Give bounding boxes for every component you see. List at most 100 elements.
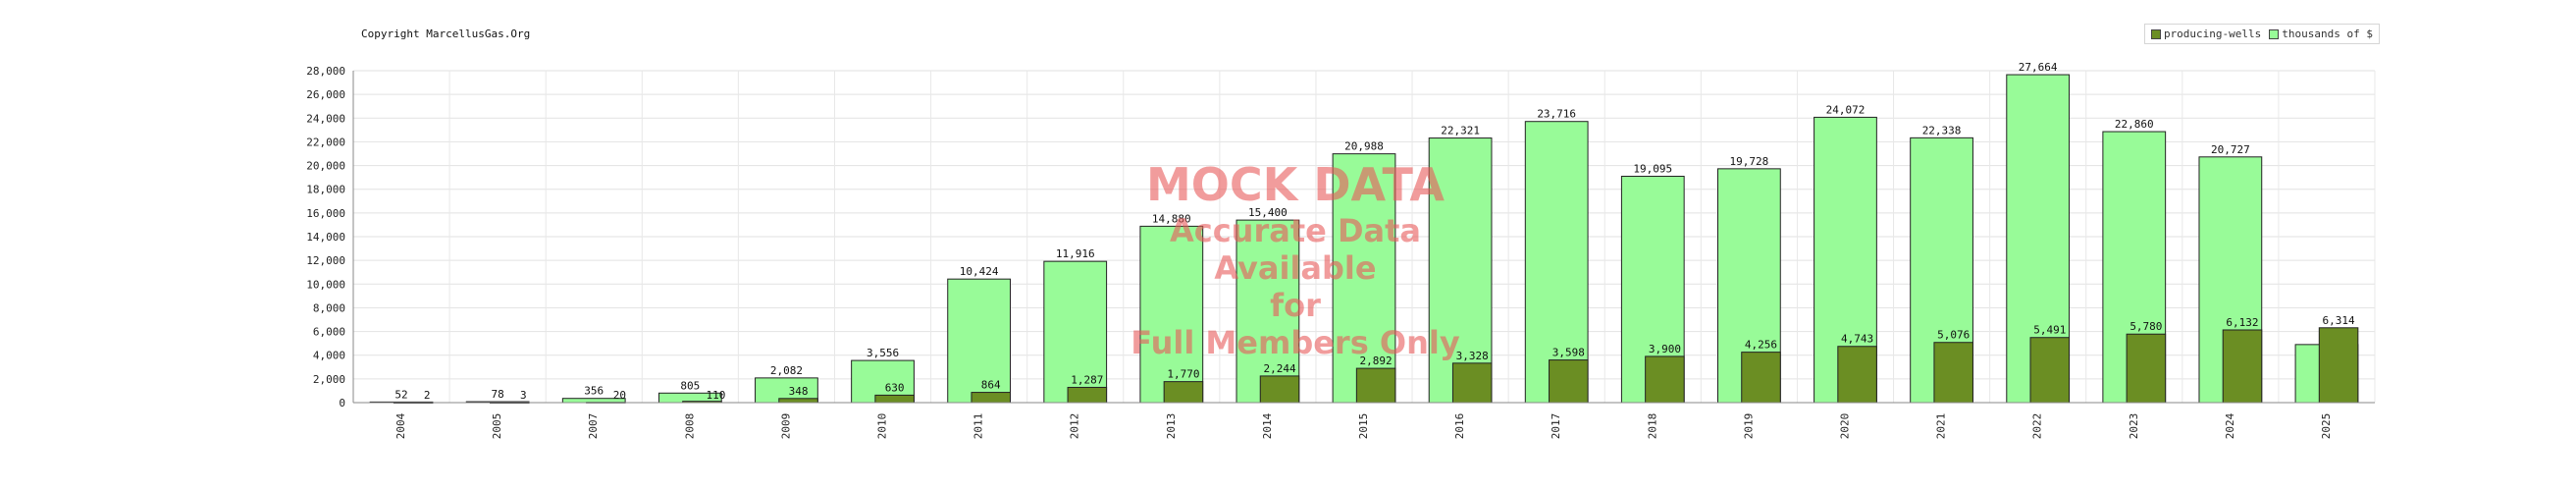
- bar-producing-wells[interactable]: [1259, 375, 1300, 404]
- bar-value-label-producing-wells: 2,892: [1360, 355, 1393, 367]
- x-tick-label: 2004: [394, 412, 407, 439]
- y-tick-label: 0: [339, 397, 345, 409]
- x-tick-label: 2023: [2128, 413, 2140, 440]
- x-tick-label: 2022: [2031, 413, 2044, 440]
- bar-value-label-thousands: 78: [492, 388, 504, 401]
- bar-value-label-thousands: 11,916: [1056, 247, 1095, 260]
- legend-label-producing-wells: producing-wells: [2163, 27, 2262, 40]
- bar-thousands[interactable]: [1524, 121, 1589, 404]
- bar-producing-wells[interactable]: [1067, 386, 1108, 404]
- x-tick-label: 2024: [2224, 412, 2236, 439]
- bar-value-label-producing-wells: 3: [520, 389, 527, 402]
- bar-value-label-producing-wells: 5,076: [1937, 329, 1970, 342]
- y-tick-label: 6,000: [313, 326, 345, 339]
- y-tick-label: 2,000: [313, 373, 345, 386]
- x-tick-label: 2020: [1838, 413, 1851, 440]
- bar-value-label-producing-wells: 5,491: [2033, 324, 2066, 337]
- bar-thousands[interactable]: [1235, 219, 1300, 404]
- copyright-text: Copyright MarcellusGas.Org: [361, 27, 531, 40]
- bar-producing-wells[interactable]: [1163, 381, 1204, 404]
- legend-item-producing-wells[interactable]: producing-wells: [2150, 27, 2262, 40]
- y-tick-label: 18,000: [306, 184, 345, 196]
- x-tick-label: 2011: [973, 413, 985, 440]
- bar-value-label-producing-wells: 3,598: [1552, 347, 1585, 359]
- bar-value-label-producing-wells: 5,780: [2129, 320, 2162, 333]
- bar-producing-wells[interactable]: [1933, 342, 1973, 404]
- bar-producing-wells[interactable]: [2222, 329, 2263, 404]
- x-tick-label: 2015: [1357, 413, 1370, 440]
- bar-thousands[interactable]: [1428, 137, 1493, 404]
- bar-producing-wells[interactable]: [1549, 359, 1589, 404]
- bar-producing-wells[interactable]: [1645, 355, 1685, 404]
- bar-value-label-thousands: 22,338: [1922, 124, 1962, 136]
- bar-producing-wells[interactable]: [778, 398, 818, 404]
- watermark-line-1: Accurate Data Available: [1169, 212, 1422, 287]
- bar-thousands[interactable]: [1332, 153, 1396, 404]
- bar-producing-wells[interactable]: [2029, 337, 2071, 404]
- legend-swatch-producing-wells: [2150, 28, 2161, 39]
- y-tick-label: 4,000: [313, 350, 345, 362]
- bar-producing-wells[interactable]: [1451, 362, 1493, 404]
- bar-producing-wells[interactable]: [971, 392, 1011, 404]
- bar-value-label-producing-wells: 3,900: [1649, 343, 1681, 355]
- bar-value-label-thousands: 22,321: [1441, 125, 1480, 137]
- legend-label-thousands: thousands of $: [2282, 27, 2373, 40]
- x-tick-label: 2016: [1453, 413, 1466, 440]
- bar-producing-wells[interactable]: [874, 394, 915, 404]
- bar-value-label-thousands: 23,716: [1537, 108, 1576, 121]
- bar-value-label-producing-wells: 2,244: [1263, 362, 1295, 375]
- bar-value-label-producing-wells: 630: [885, 381, 905, 394]
- bar-value-label-thousands: 356: [584, 385, 604, 398]
- x-tick-label: 2017: [1550, 413, 1562, 440]
- bar-value-label-thousands: 20,988: [1344, 140, 1384, 153]
- x-tick-label: 2012: [1069, 413, 1081, 440]
- y-tick-label: 26,000: [306, 88, 345, 101]
- bar-value-label-thousands: 15,400: [1248, 206, 1288, 219]
- bar-producing-wells[interactable]: [1837, 346, 1877, 404]
- x-tick-label: 2014: [1261, 412, 1274, 439]
- legend-item-thousands[interactable]: thousands of $: [2269, 27, 2373, 40]
- y-tick-label: 16,000: [306, 207, 345, 220]
- mock-data-watermark: MOCK DATA Accurate Data Available for Fu…: [1109, 157, 1482, 361]
- y-tick-label: 24,000: [306, 112, 345, 125]
- bar-value-label-thousands: 14,880: [1152, 212, 1191, 225]
- bar-value-label-producing-wells: 6,314: [2323, 314, 2355, 327]
- chart-legend: producing-wells thousands of $: [2143, 24, 2380, 44]
- bar-value-label-producing-wells: 110: [707, 389, 726, 402]
- x-tick-label: 2010: [876, 413, 889, 440]
- bar-value-label-producing-wells: 4,743: [1841, 333, 1873, 346]
- bar-value-label-thousands: 27,664: [2019, 61, 2058, 74]
- x-tick-label: 2005: [491, 413, 503, 440]
- bar-thousands[interactable]: [1043, 260, 1108, 404]
- bar-value-label-thousands: 20,727: [2211, 143, 2250, 156]
- legend-swatch-thousands: [2269, 28, 2280, 39]
- bar-value-label-producing-wells: 1,770: [1167, 368, 1199, 381]
- bar-producing-wells[interactable]: [2126, 333, 2167, 404]
- bar-value-label-thousands: 10,424: [960, 265, 999, 278]
- y-tick-label: 28,000: [306, 65, 345, 78]
- bar-producing-wells[interactable]: [1741, 352, 1781, 404]
- bar-value-label-producing-wells: 348: [789, 385, 809, 398]
- bar-producing-wells[interactable]: [2318, 327, 2359, 404]
- bar-value-label-thousands: 22,860: [2115, 118, 2154, 131]
- y-tick-label: 8,000: [313, 301, 345, 314]
- y-tick-label: 10,000: [306, 278, 345, 291]
- bar-value-label-thousands: 805: [680, 379, 700, 392]
- x-tick-label: 2019: [1742, 413, 1755, 440]
- bar-value-label-thousands: 24,072: [1826, 103, 1866, 116]
- x-tick-label: 2013: [1165, 413, 1178, 440]
- bar-value-label-thousands: 52: [394, 388, 407, 401]
- bar-value-label-producing-wells: 864: [981, 379, 1001, 392]
- bar-value-label-thousands: 19,728: [1730, 155, 1769, 168]
- x-tick-label: 2018: [1646, 413, 1658, 440]
- bar-producing-wells[interactable]: [1355, 367, 1396, 404]
- watermark-title: MOCK DATA: [1146, 158, 1445, 211]
- bar-value-label-thousands: 3,556: [867, 347, 899, 359]
- y-tick-label: 12,000: [306, 254, 345, 267]
- x-tick-label: 2009: [779, 413, 792, 440]
- bar-value-label-producing-wells: 4,256: [1745, 339, 1777, 352]
- bar-thousands[interactable]: [947, 278, 1012, 404]
- y-tick-label: 20,000: [306, 160, 345, 173]
